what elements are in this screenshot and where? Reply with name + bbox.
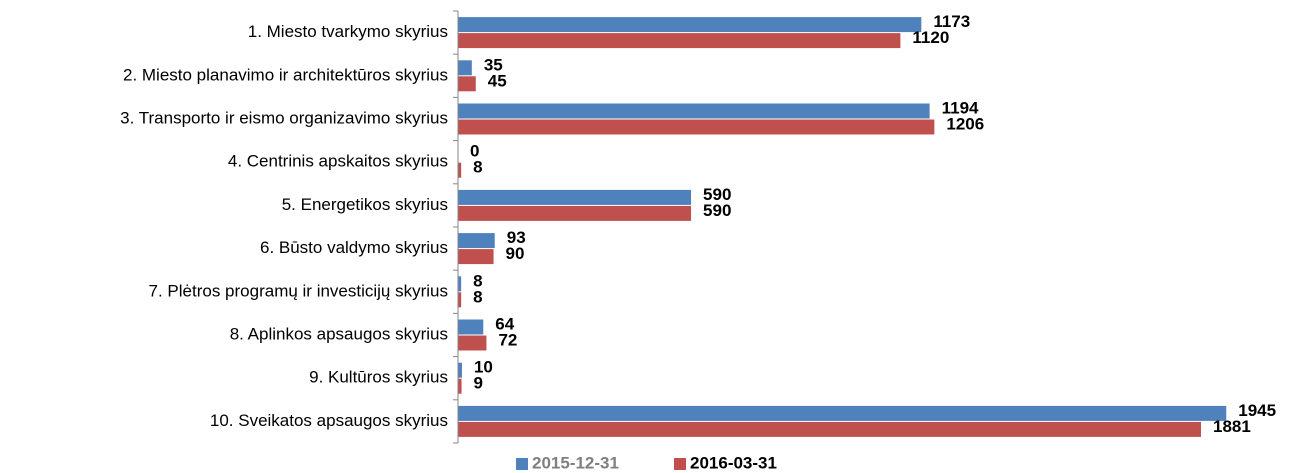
y-tick-label: 1. Miesto tvarkymo skyrius (248, 22, 448, 41)
y-tick-label: 6. Būsto valdymo skyrius (260, 238, 448, 257)
y-tick-label: 9. Kultūros skyrius (309, 368, 448, 387)
bar (458, 60, 472, 76)
bar (458, 335, 487, 351)
bar (458, 249, 494, 265)
y-tick-label: 10. Sveikatos apsaugos skyrius (210, 411, 448, 430)
y-tick-label: 4. Centrinis apskaitos skyrius (228, 152, 448, 171)
data-label: 90 (506, 244, 525, 263)
bar (458, 33, 901, 49)
legend-swatch (516, 458, 528, 470)
data-label: 1173 (933, 12, 970, 31)
data-label: 10 (474, 358, 493, 377)
data-label: 35 (484, 55, 503, 74)
legend-label: 2015-12-31 (532, 453, 619, 472)
bar (458, 189, 692, 205)
bar (458, 103, 930, 119)
bar (458, 119, 935, 135)
bar (458, 405, 1227, 421)
y-tick-label: 5. Energetikos skyrius (282, 195, 448, 214)
y-tick-label: 3. Transporto ir eismo organizavimo skyr… (120, 108, 448, 127)
bar (458, 205, 692, 221)
bar (458, 319, 484, 335)
data-label: 9 (474, 374, 483, 393)
y-tick-label: 8. Aplinkos apsaugos skyrius (230, 324, 448, 343)
data-label: 8 (473, 287, 482, 306)
bar (458, 362, 462, 378)
data-label: 1194 (942, 98, 979, 117)
bar (458, 292, 462, 308)
data-label: 590 (703, 201, 731, 220)
data-label: 590 (703, 185, 731, 204)
data-label: 1881 (1213, 417, 1251, 436)
bar (458, 162, 462, 178)
bar (458, 17, 922, 33)
legend-label: 2016-03-31 (690, 453, 777, 472)
data-label: 8 (473, 158, 482, 177)
data-label: 64 (495, 314, 514, 333)
bar (458, 233, 495, 249)
data-label: 93 (507, 228, 526, 247)
data-label: 1945 (1238, 401, 1276, 420)
bar (458, 76, 476, 92)
y-tick-label: 7. Plėtros programų ir investicijų skyri… (149, 281, 448, 300)
data-label: 1120 (912, 28, 949, 47)
bar (458, 421, 1201, 437)
data-label: 8 (473, 271, 482, 290)
data-label: 45 (488, 71, 507, 90)
bar (458, 378, 462, 394)
data-label: 1206 (946, 114, 984, 133)
data-label: 0 (470, 142, 479, 161)
data-label: 72 (498, 330, 517, 349)
bar (458, 276, 462, 292)
legend-swatch (674, 458, 686, 470)
y-tick-label: 2. Miesto planavimo ir architektūros sky… (123, 65, 448, 84)
